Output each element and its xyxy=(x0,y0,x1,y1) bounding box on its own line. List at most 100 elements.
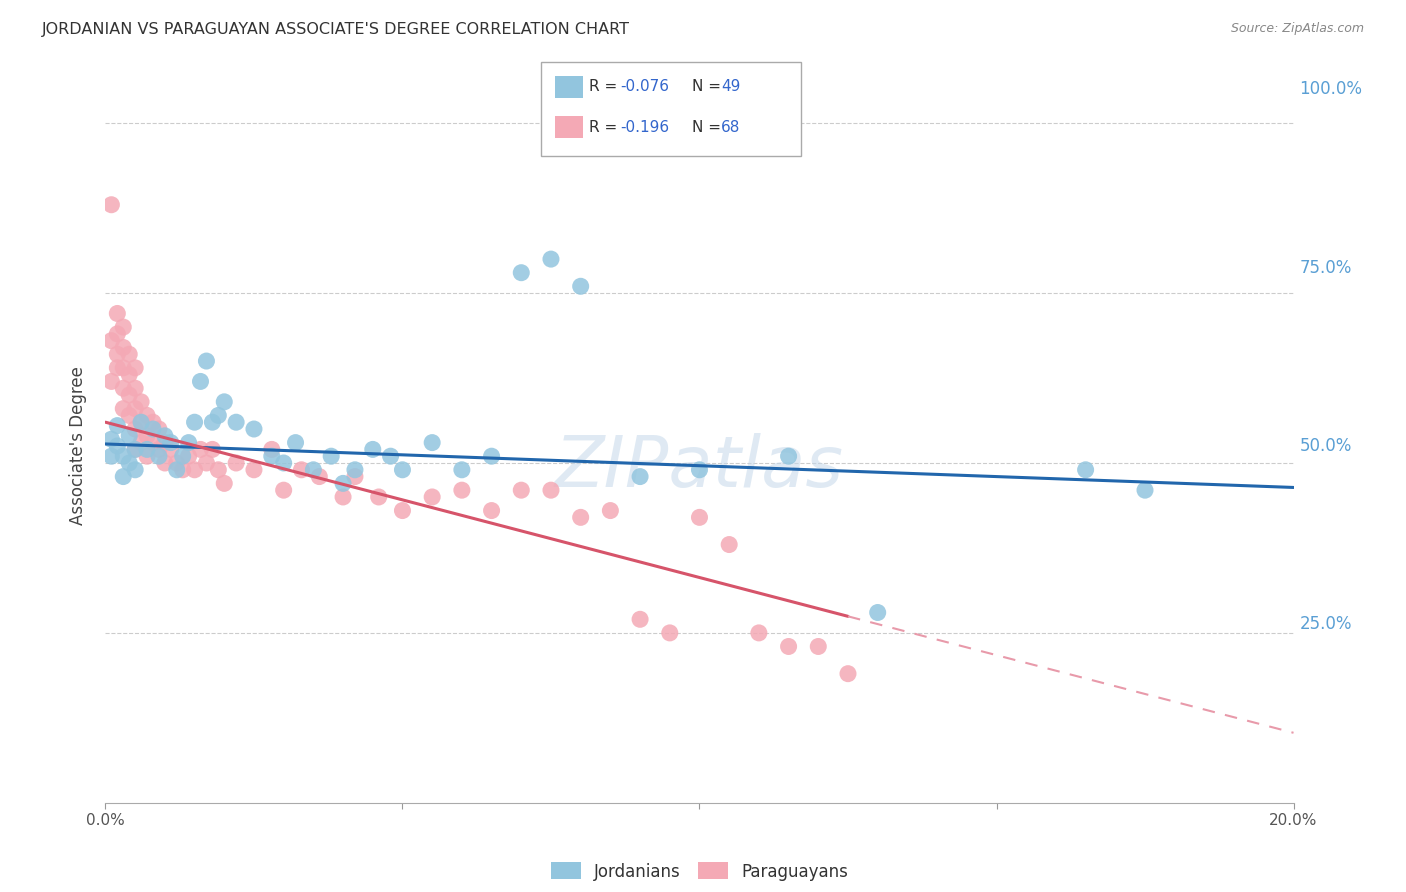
Point xyxy=(172,463,194,477)
Point xyxy=(190,375,212,389)
Point xyxy=(183,463,205,477)
Point xyxy=(100,334,122,348)
Point xyxy=(361,442,384,457)
Point xyxy=(260,449,283,463)
Point xyxy=(380,449,402,463)
Point xyxy=(510,266,533,280)
Point xyxy=(273,483,295,498)
Point xyxy=(112,449,135,463)
Point xyxy=(105,439,128,453)
Point xyxy=(778,449,800,463)
Text: Source: ZipAtlas.com: Source: ZipAtlas.com xyxy=(1230,22,1364,36)
Point xyxy=(308,469,330,483)
Legend: Jordanians, Paraguayans: Jordanians, Paraguayans xyxy=(544,855,855,888)
Point xyxy=(136,409,159,423)
Point xyxy=(129,415,152,429)
Point xyxy=(100,198,122,212)
Point xyxy=(142,435,165,450)
Point xyxy=(142,415,165,429)
Point xyxy=(105,347,128,361)
Point xyxy=(481,503,503,517)
Point xyxy=(195,456,218,470)
Point xyxy=(450,483,472,498)
Point xyxy=(837,666,859,681)
Point xyxy=(332,490,354,504)
Text: -0.076: -0.076 xyxy=(620,79,669,95)
Text: 25.0%: 25.0% xyxy=(1299,615,1353,633)
Point xyxy=(177,435,200,450)
Point xyxy=(273,456,295,470)
Point xyxy=(118,409,141,423)
Point xyxy=(420,490,443,504)
Point xyxy=(100,375,122,389)
Point xyxy=(136,449,159,463)
Point xyxy=(153,456,176,470)
Point xyxy=(778,640,800,654)
Point xyxy=(112,469,135,483)
Point xyxy=(112,320,135,334)
Point xyxy=(124,463,146,477)
Point xyxy=(159,442,181,457)
Point xyxy=(343,469,366,483)
Point xyxy=(284,435,307,450)
Text: -0.196: -0.196 xyxy=(620,120,669,135)
Point xyxy=(510,483,533,498)
Point xyxy=(148,442,170,457)
Point xyxy=(118,368,141,382)
Point xyxy=(190,442,212,457)
Point xyxy=(195,354,218,368)
Point xyxy=(118,388,141,402)
Point xyxy=(129,394,152,409)
Point xyxy=(1133,483,1156,498)
Point xyxy=(1074,463,1097,477)
Point xyxy=(112,341,135,355)
Point xyxy=(481,449,503,463)
Text: 50.0%: 50.0% xyxy=(1299,437,1351,455)
Point xyxy=(118,456,141,470)
Point xyxy=(201,442,224,457)
Point xyxy=(391,503,413,517)
Point xyxy=(343,463,366,477)
Point xyxy=(214,476,236,491)
Point xyxy=(148,422,170,436)
Point xyxy=(689,463,711,477)
Point xyxy=(112,360,135,375)
Text: JORDANIAN VS PARAGUAYAN ASSOCIATE'S DEGREE CORRELATION CHART: JORDANIAN VS PARAGUAYAN ASSOCIATE'S DEGR… xyxy=(42,22,630,37)
Point xyxy=(207,409,229,423)
Point xyxy=(105,418,128,433)
Point xyxy=(599,503,621,517)
Point xyxy=(207,463,229,477)
Point xyxy=(172,449,194,463)
Y-axis label: Associate's Degree: Associate's Degree xyxy=(69,367,87,525)
Point xyxy=(124,442,146,457)
Point xyxy=(689,510,711,524)
Point xyxy=(367,490,389,504)
Point xyxy=(112,401,135,416)
Text: R =: R = xyxy=(589,120,623,135)
Point xyxy=(658,626,681,640)
Point xyxy=(112,381,135,395)
Point xyxy=(540,483,562,498)
Point xyxy=(243,422,266,436)
Point xyxy=(136,429,159,443)
Point xyxy=(321,449,343,463)
Point xyxy=(807,640,830,654)
Point xyxy=(569,279,592,293)
Point xyxy=(124,422,146,436)
Point xyxy=(124,360,146,375)
Point xyxy=(243,463,266,477)
Text: ZIPatlas: ZIPatlas xyxy=(555,433,844,502)
Point xyxy=(332,476,354,491)
Point xyxy=(391,463,413,477)
Point xyxy=(105,306,128,320)
Point xyxy=(124,442,146,457)
Point xyxy=(628,469,651,483)
Point xyxy=(214,394,236,409)
Point xyxy=(718,537,741,551)
Point xyxy=(159,435,181,450)
Point xyxy=(105,360,128,375)
Point xyxy=(540,252,562,266)
Text: 49: 49 xyxy=(721,79,741,95)
Point xyxy=(420,435,443,450)
Text: 100.0%: 100.0% xyxy=(1299,80,1362,98)
